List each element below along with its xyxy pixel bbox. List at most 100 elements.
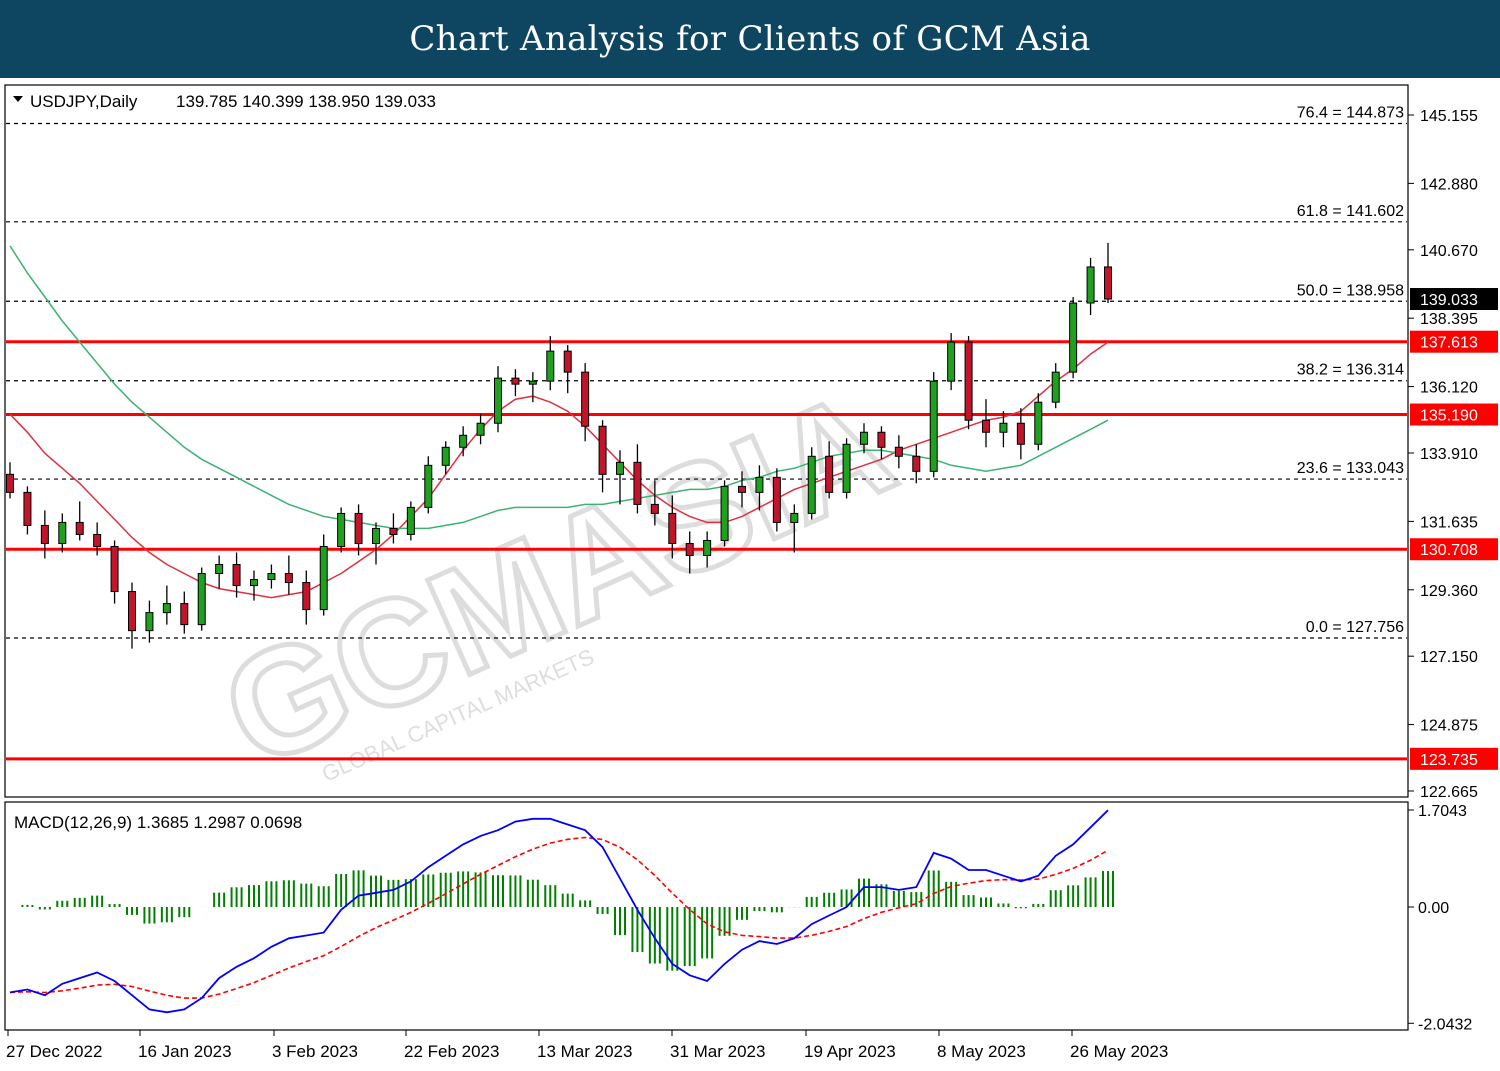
candle-body-bear [598,425,607,475]
candle [6,462,14,499]
candle [528,372,537,403]
candle [424,456,433,514]
candle [145,600,154,643]
candle [894,435,903,469]
candle [1086,257,1095,316]
candle-body-bear [23,491,32,526]
candle [406,501,415,541]
moving-averages [9,245,1109,599]
candle-body-bull [337,512,346,547]
candle-body-bear [284,573,293,584]
fib-level-label: 38.2 = 136.314 [1297,362,1404,379]
candle [267,564,276,589]
time-tick-label: 26 May 2023 [1070,1042,1168,1061]
title-banner: Chart Analysis for Clients of GCM Asia [0,0,1500,78]
time-tick-label: 3 Feb 2023 [272,1042,358,1061]
candle-body-bear [738,485,746,493]
candle [1034,393,1043,451]
candle [459,426,468,457]
candle [250,570,258,601]
candle-body-bear [982,419,990,433]
candle-body-bear [685,542,694,556]
candle [494,366,502,433]
macd-tick-label: 0.00 [1418,900,1449,917]
candle [1104,242,1112,304]
candle-body-bull [145,612,154,632]
candle [1069,297,1078,379]
candle-body-bull [267,573,276,581]
time-tick-label: 27 Dec 2022 [6,1042,102,1061]
dropdown-arrow-icon[interactable] [13,96,23,102]
candle [23,486,32,535]
candle-body-bull [459,434,468,448]
price-tick-label: 124.875 [1420,718,1478,735]
macd-signal-line [9,836,1109,999]
candle-body-bull [250,579,258,587]
moving-average-line [9,245,1109,530]
candle-body-bear [825,455,834,493]
candle-body-bull [215,564,224,575]
candle-body-bear [581,371,590,427]
fib-level-label: 23.6 = 133.043 [1297,460,1404,477]
candle [964,336,973,430]
candle-body-bear [563,350,572,373]
candle [389,513,398,544]
candle-body-bull [947,341,956,382]
level-price-tag-label: 135.190 [1420,408,1478,425]
candle [772,468,781,532]
level-price-tag-label: 130.708 [1420,542,1478,559]
level-price-tag-label: 137.613 [1420,335,1478,352]
watermark-text: GCMASIA [200,358,915,800]
candle [319,534,328,616]
candle-body-bear [912,455,921,472]
candle-body-bear [180,603,189,626]
candle [616,450,624,505]
fib-level-label: 0.0 = 127.756 [1306,619,1404,636]
candle-body-bull [616,461,624,475]
candle [598,420,607,493]
time-tick-label: 13 Mar 2023 [537,1042,632,1061]
candle-body-bear [354,512,363,544]
candle-body-bull [1034,401,1043,445]
candle [110,540,119,604]
candle [703,531,712,568]
candle [650,480,659,526]
candle [197,567,206,631]
candle-body-bull [197,573,206,626]
candle-body-bull [528,380,537,385]
candle [668,495,677,559]
candle-body-bull [58,521,67,544]
price-tick-label: 131.635 [1420,514,1478,531]
candle-body-bear [877,431,886,448]
price-tick-label: 145.155 [1420,108,1478,125]
candle [354,504,363,556]
candle [476,414,485,445]
candle [93,522,102,556]
candle [162,585,171,625]
level-price-tag [1410,747,1498,770]
candle-body-bull [162,603,171,614]
candle [232,552,241,598]
candle-body-bull [372,527,380,544]
candle-body-bear [650,503,659,514]
candle-body-bear [964,341,973,421]
candle-body-bear [668,512,677,544]
macd-line [9,809,1109,1014]
candles [6,242,1112,649]
price-tick-label: 138.395 [1420,311,1478,328]
candle [441,441,450,475]
candle-body-bull [546,350,555,382]
candle-body-bear [1104,266,1112,300]
time-tick-label: 16 Jan 2023 [138,1042,232,1061]
candle-body-bear [633,461,642,505]
candle [215,555,224,589]
macd-panel-header: MACD(12,26,9) 1.3685 1.2987 0.0698 [14,813,302,832]
price-panel-header-ohlc: 139.785 140.399 138.950 139.033 [176,92,436,111]
price-tick-label: 129.360 [1420,583,1478,600]
candle-body-bear [894,446,903,457]
level-price-tag-label: 123.735 [1420,752,1478,769]
candle [790,504,799,553]
price-panel-frame [4,84,1409,798]
candle-body-bull [494,377,502,424]
